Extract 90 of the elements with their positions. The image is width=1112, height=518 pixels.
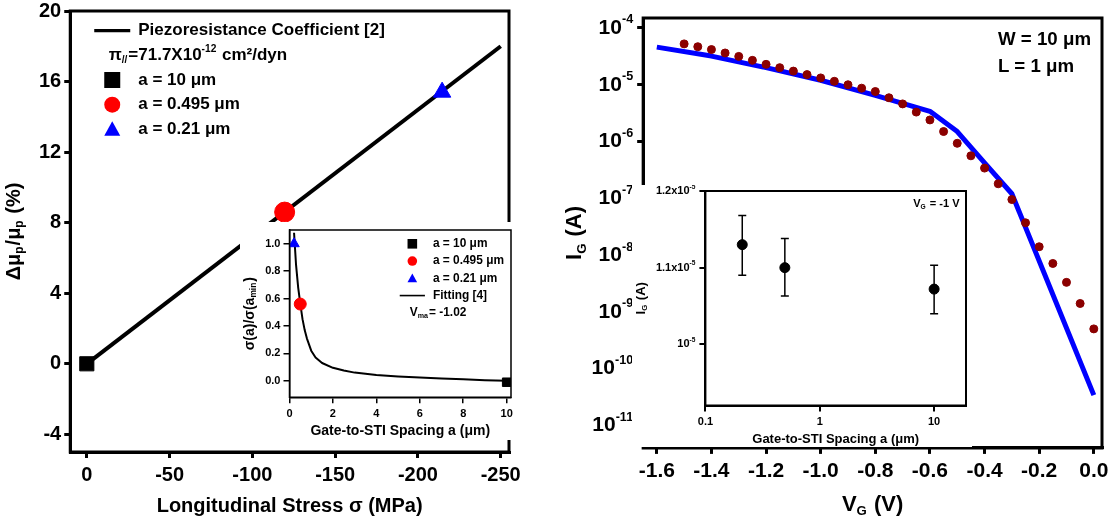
point (1021, 218, 1031, 228)
x-tick-label: 0.0 (1079, 458, 1109, 482)
point (816, 73, 826, 83)
x-tick-label: -250 (480, 462, 521, 485)
point (1075, 299, 1085, 308)
x-tick-label: 0 (286, 406, 293, 419)
y-tick-label: -4 (43, 421, 63, 444)
y-tick-label: 4 (50, 280, 63, 303)
x-tick-label: -1.4 (693, 458, 730, 482)
y-tick-label: 0.0 (265, 373, 281, 386)
y-axis-title: IG (A) (561, 205, 589, 260)
y-tick-label: 0 (50, 351, 62, 374)
point (1061, 277, 1071, 287)
legend-label: a = 0.495 μm (138, 94, 240, 114)
x-tick-label: -150 (315, 462, 356, 485)
point (884, 93, 894, 103)
y-tick-label: 8 (50, 210, 62, 233)
x-tick-label: -0.6 (911, 458, 949, 482)
y-axis-title: Δμp/μp (%) (1, 182, 27, 281)
point (993, 179, 1003, 189)
y-tick-label: 1.0 (265, 236, 281, 249)
legend-label: Piezoresistance Coefficient [2] (138, 20, 385, 40)
y-axis-title: σ(a)/σ(amin) (240, 277, 259, 351)
annotation: W = 10 μm (998, 27, 1092, 49)
x-tick-label: -1.6 (638, 458, 675, 482)
point (788, 66, 798, 76)
point (980, 163, 990, 173)
point (501, 377, 511, 387)
x-tick-label: -0.4 (966, 458, 1003, 482)
point (761, 59, 771, 69)
point (693, 42, 703, 52)
point (706, 45, 716, 55)
point (79, 356, 95, 372)
y-tick-label: 20 (39, 0, 62, 21)
point (870, 87, 880, 97)
legend-label: Fitting [4] (432, 287, 488, 302)
x-tick-label: 0.1 (697, 414, 714, 427)
legend-label: a = 10 μm (432, 236, 488, 251)
point (1089, 324, 1099, 334)
x-tick-label: 10 (928, 414, 941, 427)
annotation: L = 1 μm (998, 54, 1075, 76)
x-tick-label: 6 (416, 406, 423, 419)
y-tick-label: 0.4 (265, 319, 282, 332)
x-tick-label: -0.2 (1021, 458, 1058, 482)
point (293, 297, 307, 311)
y-tick-label: 0.6 (265, 291, 281, 304)
x-tick-label: 2 (329, 406, 336, 419)
point (1034, 242, 1044, 252)
x-tick-label: -50 (155, 462, 185, 485)
point (939, 127, 949, 137)
point (734, 51, 744, 61)
point (857, 83, 867, 93)
legend-label: a = 0.21 μm (138, 119, 231, 139)
x-tick-label: 1 (816, 414, 823, 427)
y-tick-label: 16 (39, 69, 62, 92)
point (679, 39, 689, 49)
x-axis-title: Gate-to-STI Spacing a (μm) (310, 422, 491, 439)
y-tick-label: 0.2 (265, 346, 281, 359)
point (952, 138, 962, 148)
x-tick-label: 10 (500, 406, 513, 419)
point (1007, 195, 1017, 205)
x-tick-label: -200 (397, 462, 438, 485)
x-tick-label: -1.2 (747, 458, 785, 482)
point (274, 201, 296, 223)
point (898, 99, 908, 109)
point (966, 151, 976, 161)
x-axis-title: Gate-to-STI Spacing a (μm) (752, 430, 920, 446)
legend-label: a = 10 μm (138, 69, 217, 89)
x-tick-label: 0 (81, 462, 93, 485)
point (720, 48, 730, 58)
point (432, 81, 452, 98)
x-tick-label: -0.8 (857, 458, 894, 482)
point (747, 55, 757, 65)
y-tick-label: 12 (39, 139, 62, 162)
x-axis-title: Longitudinal Stress σ (MPa) (156, 493, 423, 516)
x-tick-label: -100 (232, 462, 273, 485)
point (829, 76, 839, 86)
point (911, 107, 921, 117)
x-tick-label: -1.0 (802, 458, 839, 482)
legend-label: a = 0.21 μm (432, 270, 498, 285)
point (289, 237, 300, 248)
y-tick-label: 0.8 (265, 264, 281, 277)
point (925, 115, 935, 125)
point (775, 63, 785, 73)
legend-label: a = 0.495 μm (432, 253, 505, 268)
x-tick-label: 8 (460, 406, 467, 419)
point (1048, 258, 1058, 268)
point (843, 80, 853, 90)
point (802, 70, 812, 80)
x-tick-label: 4 (373, 406, 381, 419)
